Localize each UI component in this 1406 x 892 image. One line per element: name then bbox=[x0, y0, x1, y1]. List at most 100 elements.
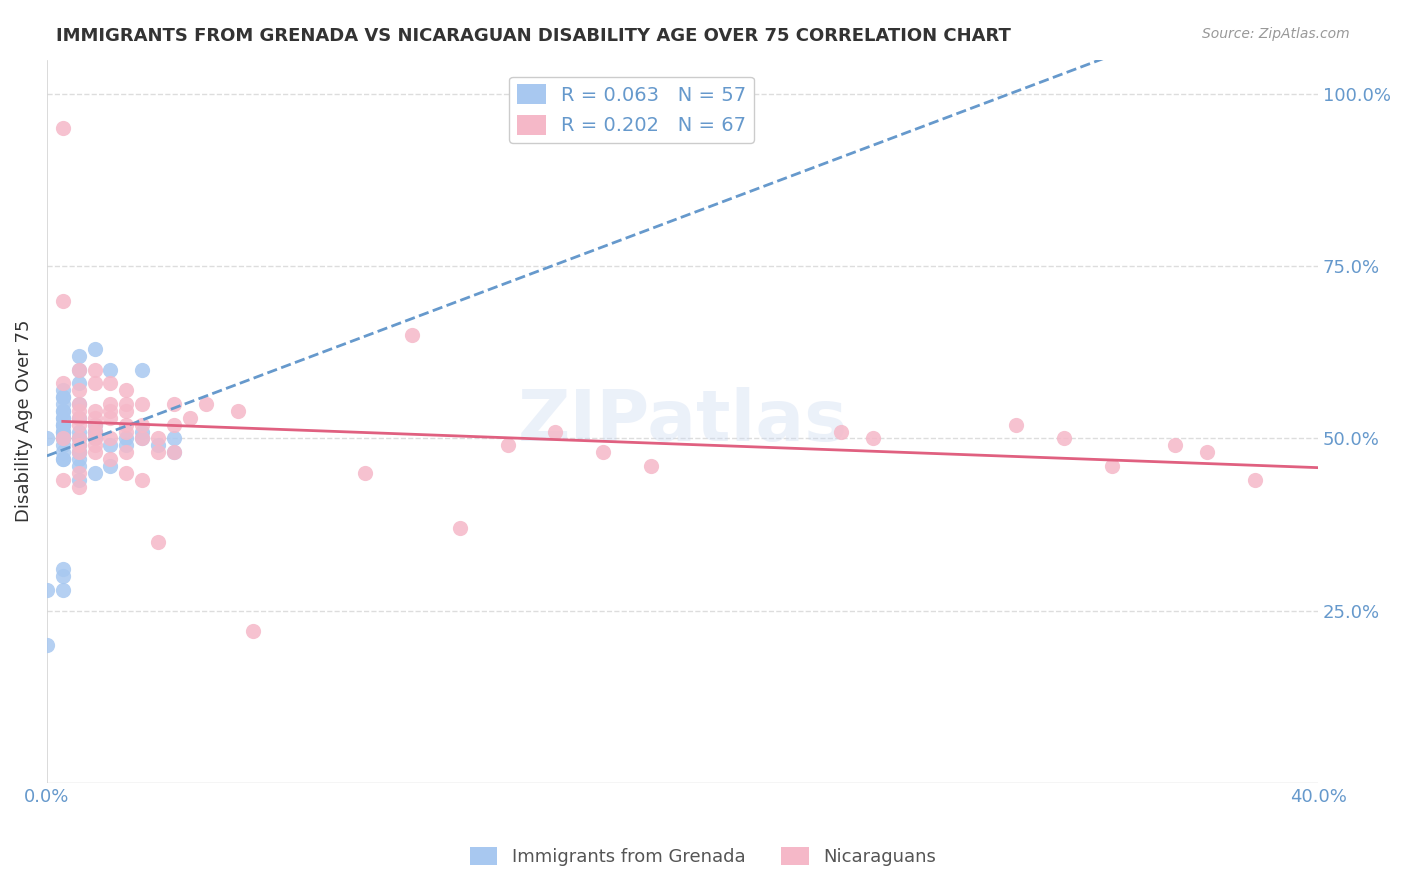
Point bbox=[115, 438, 138, 452]
Point bbox=[52, 390, 75, 404]
Point bbox=[67, 431, 90, 445]
Point bbox=[115, 425, 138, 439]
Point bbox=[67, 362, 90, 376]
Point bbox=[100, 362, 122, 376]
Point bbox=[115, 404, 138, 418]
Point bbox=[67, 410, 90, 425]
Point bbox=[131, 362, 153, 376]
Point bbox=[83, 417, 105, 432]
Point bbox=[67, 480, 90, 494]
Point bbox=[83, 425, 105, 439]
Point bbox=[640, 458, 662, 473]
Point bbox=[52, 562, 75, 576]
Point bbox=[52, 431, 75, 445]
Point bbox=[1164, 438, 1187, 452]
Point bbox=[163, 431, 186, 445]
Point bbox=[100, 458, 122, 473]
Point bbox=[131, 431, 153, 445]
Point bbox=[67, 445, 90, 459]
Point bbox=[401, 328, 423, 343]
Legend: Immigrants from Grenada, Nicaraguans: Immigrants from Grenada, Nicaraguans bbox=[463, 839, 943, 873]
Point bbox=[862, 431, 884, 445]
Point bbox=[67, 417, 90, 432]
Point bbox=[100, 376, 122, 391]
Point bbox=[449, 521, 471, 535]
Point bbox=[52, 431, 75, 445]
Point bbox=[52, 425, 75, 439]
Point bbox=[52, 404, 75, 418]
Point bbox=[67, 458, 90, 473]
Point bbox=[163, 417, 186, 432]
Point bbox=[52, 397, 75, 411]
Point bbox=[1243, 473, 1265, 487]
Point bbox=[67, 410, 90, 425]
Point bbox=[146, 445, 169, 459]
Point bbox=[52, 431, 75, 445]
Point bbox=[67, 404, 90, 418]
Point bbox=[83, 342, 105, 356]
Point bbox=[115, 466, 138, 480]
Point bbox=[52, 390, 75, 404]
Y-axis label: Disability Age Over 75: Disability Age Over 75 bbox=[15, 320, 32, 523]
Point bbox=[115, 417, 138, 432]
Point bbox=[83, 466, 105, 480]
Point bbox=[52, 582, 75, 597]
Point bbox=[83, 431, 105, 445]
Point bbox=[496, 438, 519, 452]
Point bbox=[83, 445, 105, 459]
Text: ZIPatlas: ZIPatlas bbox=[517, 387, 848, 456]
Point bbox=[163, 397, 186, 411]
Point bbox=[353, 466, 375, 480]
Point bbox=[100, 431, 122, 445]
Point bbox=[67, 445, 90, 459]
Point bbox=[83, 417, 105, 432]
Text: Source: ZipAtlas.com: Source: ZipAtlas.com bbox=[1202, 27, 1350, 41]
Point bbox=[67, 452, 90, 467]
Point bbox=[131, 425, 153, 439]
Point bbox=[146, 431, 169, 445]
Point bbox=[131, 417, 153, 432]
Point bbox=[52, 452, 75, 467]
Point bbox=[830, 425, 852, 439]
Point bbox=[52, 425, 75, 439]
Point bbox=[83, 431, 105, 445]
Point bbox=[100, 452, 122, 467]
Point bbox=[52, 417, 75, 432]
Point bbox=[115, 383, 138, 397]
Point bbox=[35, 582, 58, 597]
Point bbox=[35, 431, 58, 445]
Point bbox=[52, 452, 75, 467]
Point bbox=[52, 121, 75, 136]
Point bbox=[52, 404, 75, 418]
Point bbox=[115, 397, 138, 411]
Point bbox=[52, 445, 75, 459]
Point bbox=[67, 438, 90, 452]
Point bbox=[83, 410, 105, 425]
Point bbox=[163, 445, 186, 459]
Point bbox=[83, 425, 105, 439]
Point bbox=[67, 349, 90, 363]
Point bbox=[52, 376, 75, 391]
Point bbox=[52, 569, 75, 583]
Point bbox=[52, 383, 75, 397]
Point bbox=[115, 431, 138, 445]
Point bbox=[115, 445, 138, 459]
Point bbox=[1195, 445, 1218, 459]
Point bbox=[52, 473, 75, 487]
Point bbox=[100, 397, 122, 411]
Point bbox=[67, 383, 90, 397]
Point bbox=[67, 431, 90, 445]
Point bbox=[52, 438, 75, 452]
Point bbox=[52, 417, 75, 432]
Point bbox=[52, 410, 75, 425]
Point bbox=[100, 438, 122, 452]
Point bbox=[67, 362, 90, 376]
Point bbox=[100, 404, 122, 418]
Point bbox=[52, 293, 75, 308]
Point bbox=[67, 438, 90, 452]
Point bbox=[163, 445, 186, 459]
Point bbox=[83, 425, 105, 439]
Point bbox=[52, 410, 75, 425]
Point bbox=[83, 376, 105, 391]
Point bbox=[592, 445, 614, 459]
